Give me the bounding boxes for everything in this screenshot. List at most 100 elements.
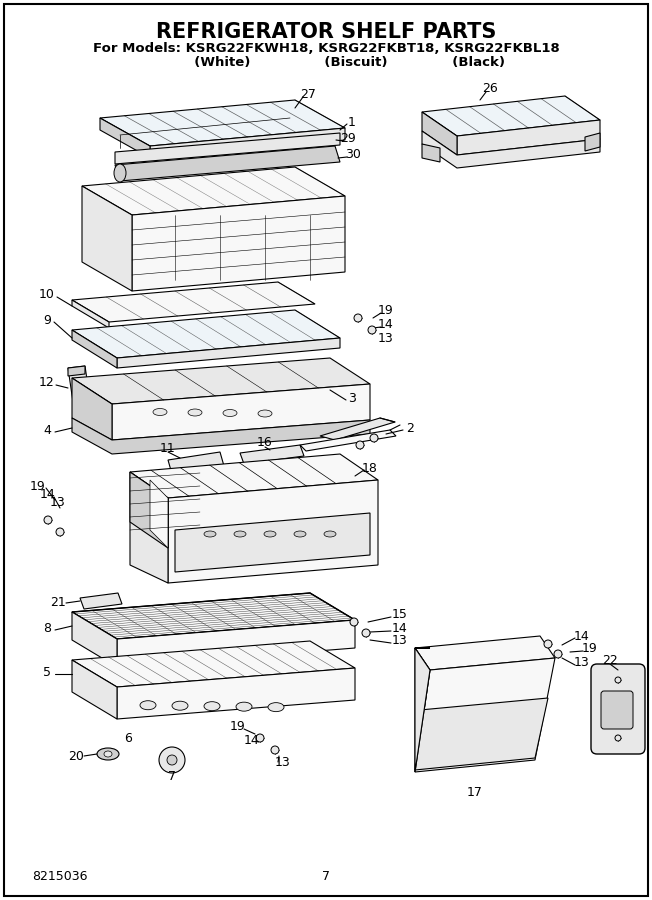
Ellipse shape [104, 751, 112, 757]
Polygon shape [72, 660, 117, 719]
Text: 5: 5 [43, 665, 51, 679]
Polygon shape [117, 338, 340, 368]
Polygon shape [72, 612, 117, 667]
Text: 19: 19 [30, 480, 46, 492]
Text: 19: 19 [230, 719, 246, 733]
Text: 21: 21 [50, 596, 66, 608]
FancyBboxPatch shape [601, 691, 633, 729]
Text: REFRIGERATOR SHELF PARTS: REFRIGERATOR SHELF PARTS [156, 22, 496, 42]
Circle shape [370, 434, 378, 442]
Text: 15: 15 [392, 608, 408, 620]
Circle shape [554, 650, 562, 658]
Ellipse shape [188, 409, 202, 416]
Circle shape [615, 735, 621, 741]
Text: 14: 14 [40, 489, 56, 501]
Circle shape [159, 747, 185, 773]
Polygon shape [300, 430, 396, 451]
Polygon shape [100, 118, 150, 158]
Polygon shape [130, 472, 168, 548]
Polygon shape [130, 472, 168, 583]
Text: 26: 26 [482, 82, 498, 94]
Polygon shape [72, 378, 112, 440]
Text: 22: 22 [602, 653, 618, 667]
Text: 13: 13 [50, 497, 66, 509]
Polygon shape [240, 445, 304, 464]
Text: 13: 13 [574, 656, 590, 670]
Polygon shape [415, 648, 430, 772]
Polygon shape [150, 128, 345, 158]
Polygon shape [117, 668, 355, 719]
Polygon shape [117, 620, 355, 667]
Circle shape [362, 629, 370, 637]
Text: 6: 6 [124, 732, 132, 744]
Polygon shape [115, 133, 340, 164]
Text: 14: 14 [244, 734, 260, 746]
Circle shape [44, 516, 52, 524]
Polygon shape [320, 418, 395, 440]
Circle shape [56, 528, 64, 536]
Text: 9: 9 [43, 313, 51, 327]
Text: 13: 13 [392, 634, 408, 647]
Text: 13: 13 [378, 331, 394, 345]
Text: 14: 14 [574, 629, 590, 643]
FancyBboxPatch shape [591, 664, 645, 754]
Polygon shape [72, 300, 109, 328]
Circle shape [368, 326, 376, 334]
Polygon shape [422, 96, 600, 136]
Polygon shape [422, 144, 440, 162]
Polygon shape [132, 196, 345, 291]
Circle shape [350, 618, 358, 626]
Circle shape [271, 746, 279, 754]
Ellipse shape [264, 531, 276, 537]
Polygon shape [72, 282, 315, 322]
Text: 11: 11 [160, 442, 176, 454]
Polygon shape [72, 641, 355, 687]
Text: 17: 17 [467, 787, 483, 799]
Polygon shape [150, 480, 168, 548]
Text: 29: 29 [340, 132, 356, 146]
Polygon shape [168, 480, 378, 583]
Polygon shape [72, 418, 370, 454]
Circle shape [544, 640, 552, 648]
Ellipse shape [234, 531, 246, 537]
Ellipse shape [294, 531, 306, 537]
Text: (White)                (Biscuit)              (Black): (White) (Biscuit) (Black) [147, 56, 505, 69]
Text: 7: 7 [322, 869, 330, 883]
Text: 30: 30 [345, 148, 361, 161]
Ellipse shape [172, 701, 188, 710]
Ellipse shape [223, 410, 237, 417]
Text: 19: 19 [378, 303, 394, 317]
Ellipse shape [236, 702, 252, 711]
Polygon shape [80, 593, 122, 609]
Text: 13: 13 [275, 755, 291, 769]
Ellipse shape [324, 531, 336, 537]
Text: 10: 10 [39, 289, 55, 302]
Text: 20: 20 [68, 750, 84, 762]
Text: 7: 7 [168, 770, 176, 784]
Ellipse shape [114, 164, 126, 182]
Polygon shape [415, 636, 555, 670]
Polygon shape [68, 366, 85, 376]
Polygon shape [100, 100, 345, 146]
Text: 16: 16 [257, 436, 273, 449]
Polygon shape [422, 112, 457, 155]
Ellipse shape [97, 748, 119, 760]
Circle shape [354, 314, 362, 322]
Polygon shape [130, 454, 378, 498]
Polygon shape [112, 384, 370, 440]
Text: 19: 19 [582, 643, 598, 655]
Text: 8: 8 [43, 622, 51, 634]
Text: 2: 2 [406, 421, 414, 435]
Circle shape [167, 755, 177, 765]
Text: 18: 18 [362, 462, 378, 474]
Polygon shape [68, 366, 90, 402]
Polygon shape [72, 310, 340, 358]
Polygon shape [72, 593, 355, 639]
Text: 14: 14 [378, 318, 394, 330]
Text: 27: 27 [300, 87, 316, 101]
Circle shape [356, 441, 364, 449]
Polygon shape [115, 146, 340, 181]
Polygon shape [82, 167, 345, 215]
Polygon shape [415, 658, 555, 772]
Circle shape [615, 677, 621, 683]
